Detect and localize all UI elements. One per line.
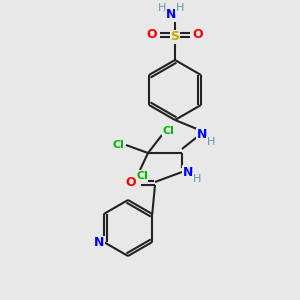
Text: H: H	[158, 3, 166, 13]
Text: O: O	[147, 28, 157, 41]
Text: H: H	[193, 174, 201, 184]
Text: Cl: Cl	[112, 140, 124, 150]
Text: H: H	[176, 3, 184, 13]
Text: H: H	[207, 137, 215, 147]
Text: N: N	[183, 166, 193, 178]
Text: N: N	[94, 236, 104, 250]
Text: O: O	[126, 176, 136, 190]
Text: Cl: Cl	[136, 171, 148, 181]
Text: N: N	[197, 128, 207, 142]
Text: O: O	[193, 28, 203, 41]
Text: S: S	[170, 31, 179, 44]
Text: Cl: Cl	[162, 126, 174, 136]
Text: N: N	[166, 8, 176, 20]
